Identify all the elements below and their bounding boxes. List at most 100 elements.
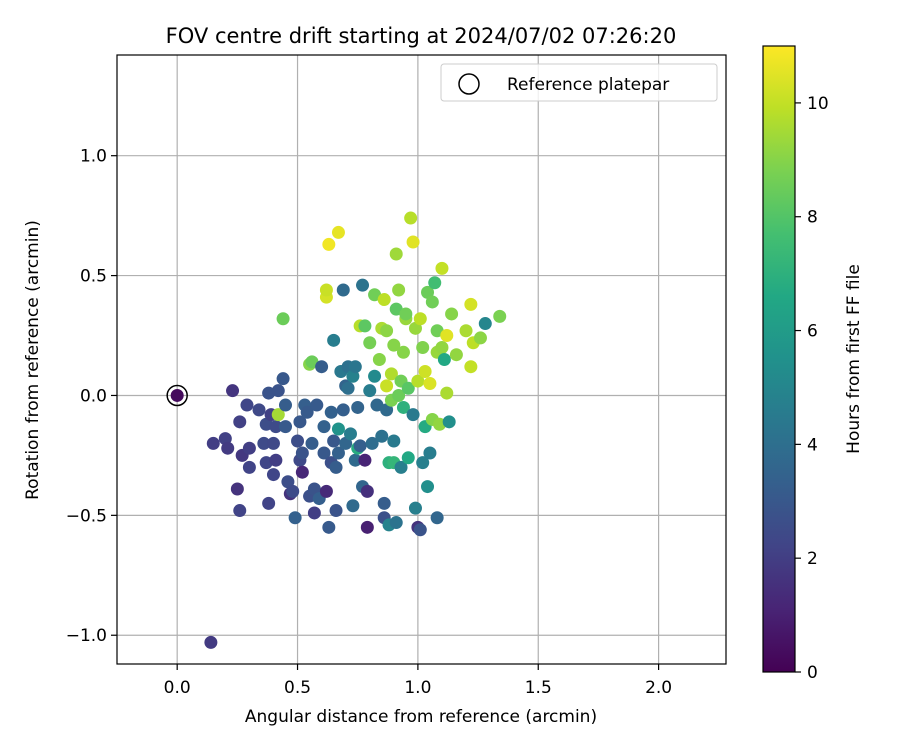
data-point (271, 408, 285, 422)
data-point (404, 211, 418, 225)
data-point (295, 465, 309, 479)
data-point (348, 360, 362, 374)
data-point (449, 348, 463, 362)
data-point (421, 480, 435, 494)
data-point (348, 453, 362, 467)
y-axis-label: Rotation from reference (arcmin) (23, 220, 43, 500)
data-point (473, 331, 487, 345)
x-tick-label: 1.0 (404, 678, 431, 698)
data-point (425, 295, 439, 309)
data-point (317, 420, 331, 434)
data-point (317, 446, 331, 460)
chart-title: FOV centre drift starting at 2024/07/02 … (166, 24, 677, 48)
data-point (394, 460, 408, 474)
data-point (387, 434, 401, 448)
data-point (418, 364, 432, 378)
data-point (329, 460, 343, 474)
data-point (375, 429, 389, 443)
data-point (339, 436, 353, 450)
data-point (411, 374, 425, 388)
data-point (377, 496, 391, 510)
data-point (278, 420, 292, 434)
data-point (331, 225, 345, 239)
colorbar-tick-label: 4 (807, 435, 818, 455)
colorbar-gradient (762, 45, 796, 673)
data-point (384, 367, 398, 381)
data-point (423, 376, 437, 390)
data-point (276, 312, 290, 326)
data-point (300, 405, 314, 419)
data-point (305, 355, 319, 369)
x-tick-label: 0.0 (164, 678, 191, 698)
data-point (372, 353, 386, 366)
data-point (401, 381, 415, 395)
data-point (445, 307, 459, 321)
data-point (413, 312, 427, 326)
data-point (408, 321, 422, 335)
data-point (413, 523, 427, 537)
data-point (464, 297, 478, 311)
data-points (170, 211, 507, 649)
colorbar-tick-label: 10 (807, 94, 829, 114)
colorbar-tick-label: 8 (807, 208, 818, 228)
data-point (324, 405, 338, 419)
plot-frame (116, 54, 727, 665)
data-point (327, 333, 341, 347)
data-point (204, 635, 218, 649)
data-point (307, 506, 321, 520)
x-tick-label: 2.0 (645, 678, 672, 698)
data-point (288, 511, 302, 525)
data-point (435, 261, 449, 275)
data-point (464, 360, 478, 374)
data-point (392, 283, 406, 297)
y-tick-label: −1.0 (66, 626, 107, 646)
data-point (319, 283, 333, 297)
data-point (353, 439, 367, 453)
data-point (269, 420, 283, 434)
data-point (437, 353, 451, 366)
data-point (416, 341, 430, 355)
data-point (380, 379, 394, 393)
data-point (358, 319, 372, 333)
legend-marker-icon (458, 73, 480, 95)
data-point (233, 504, 247, 518)
y-tick-label: 0.0 (80, 386, 107, 406)
x-tick-label: 0.5 (284, 678, 311, 698)
data-point (319, 484, 333, 498)
data-point (266, 436, 280, 450)
data-point (389, 302, 403, 316)
data-point (428, 276, 442, 290)
data-point (230, 482, 244, 496)
data-point (310, 398, 324, 412)
data-point (423, 446, 437, 460)
data-point (322, 237, 336, 251)
y-tick-label: 1.0 (80, 147, 107, 167)
data-point (281, 475, 295, 489)
data-point (442, 415, 456, 429)
data-point (380, 324, 394, 338)
data-point (406, 408, 420, 422)
data-point (206, 436, 220, 450)
data-point (266, 468, 280, 482)
data-point (327, 434, 341, 448)
reference-marker-group (166, 384, 188, 407)
y-tick-label: −0.5 (66, 506, 107, 526)
data-point (408, 501, 422, 515)
data-point (435, 341, 449, 355)
colorbar-tick-label: 6 (807, 322, 818, 342)
data-point (478, 317, 492, 331)
data-point (286, 484, 300, 498)
data-point (336, 403, 350, 417)
colorbar: 0 2 4 6 8 10 Hours from first FF file (762, 45, 864, 683)
colorbar-tick-label: 0 (807, 663, 818, 683)
data-point (459, 324, 473, 338)
data-point (329, 504, 343, 518)
data-point (240, 398, 254, 412)
data-point (346, 499, 360, 513)
data-point (368, 369, 382, 383)
data-point (368, 288, 382, 302)
data-point (271, 384, 285, 398)
data-point (307, 482, 321, 496)
legend-box (440, 63, 718, 102)
